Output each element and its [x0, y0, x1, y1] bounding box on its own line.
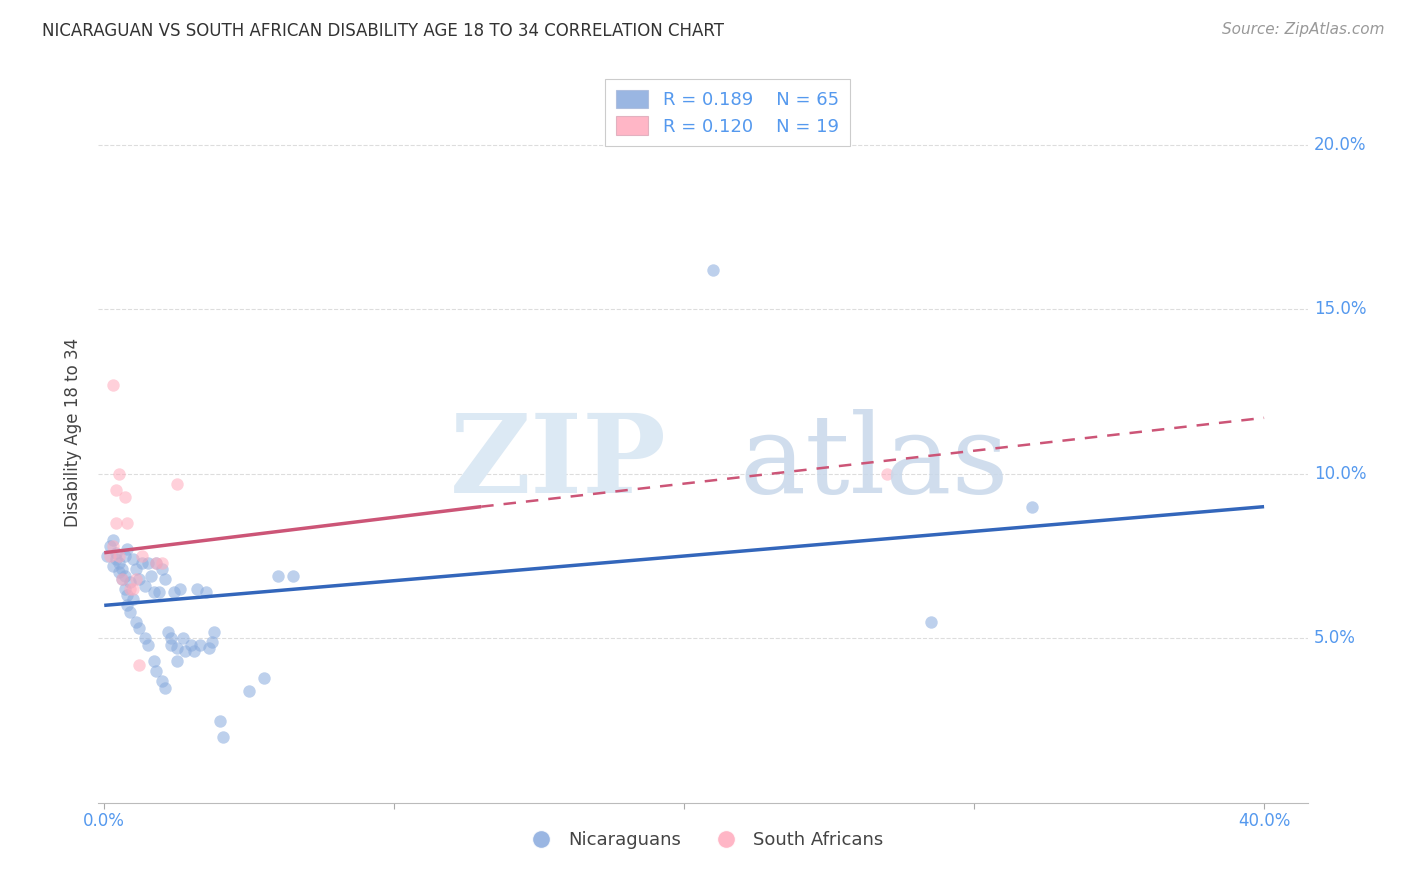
Text: 0.0%: 0.0% [83, 813, 125, 830]
Point [212, 730, 235, 744]
Point [104, 483, 127, 498]
Point [156, 624, 179, 639]
Point [142, 654, 165, 668]
Point [200, 634, 222, 648]
Point [160, 638, 183, 652]
Point [166, 476, 188, 491]
Point [125, 572, 148, 586]
Text: 10.0%: 10.0% [1313, 465, 1367, 483]
Point [876, 467, 898, 481]
Point [148, 585, 170, 599]
Point [1021, 500, 1043, 514]
Point [98, 539, 121, 553]
Point [134, 632, 156, 646]
Point [125, 615, 148, 629]
Point [253, 671, 276, 685]
Point [122, 591, 145, 606]
Point [163, 585, 186, 599]
Point [197, 641, 219, 656]
Point [136, 638, 159, 652]
Point [209, 714, 232, 728]
Text: NICARAGUAN VS SOUTH AFRICAN DISABILITY AGE 18 TO 34 CORRELATION CHART: NICARAGUAN VS SOUTH AFRICAN DISABILITY A… [42, 22, 724, 40]
Point [145, 664, 167, 678]
Point [101, 378, 124, 392]
Point [186, 582, 208, 596]
Point [122, 552, 145, 566]
Point [117, 516, 139, 530]
Point [139, 568, 162, 582]
Text: 20.0%: 20.0% [1313, 136, 1367, 153]
Text: 15.0%: 15.0% [1313, 301, 1367, 318]
Point [702, 262, 724, 277]
Point [122, 582, 145, 596]
Point [101, 539, 124, 553]
Point [183, 644, 205, 658]
Point [107, 556, 129, 570]
Point [107, 549, 129, 563]
Text: Source: ZipAtlas.com: Source: ZipAtlas.com [1222, 22, 1385, 37]
Point [107, 566, 129, 580]
Point [104, 546, 127, 560]
Point [150, 556, 173, 570]
Point [150, 562, 173, 576]
Point [160, 632, 183, 646]
Point [169, 582, 191, 596]
Point [110, 562, 132, 576]
Point [136, 556, 159, 570]
Point [145, 556, 167, 570]
Point [128, 657, 150, 672]
Point [174, 644, 197, 658]
Point [101, 533, 124, 547]
Point [125, 562, 148, 576]
Point [145, 556, 167, 570]
Point [202, 624, 225, 639]
Point [194, 585, 217, 599]
Point [131, 549, 153, 563]
Point [104, 516, 127, 530]
Point [104, 552, 127, 566]
Point [107, 467, 129, 481]
Point [166, 654, 188, 668]
Point [267, 568, 290, 582]
Point [117, 589, 139, 603]
Point [117, 599, 139, 613]
Point [110, 572, 132, 586]
Point [281, 568, 304, 582]
Point [128, 621, 150, 635]
Point [128, 572, 150, 586]
Point [96, 549, 118, 563]
Point [120, 582, 142, 596]
Point [172, 632, 194, 646]
Text: ZIP: ZIP [450, 409, 666, 516]
Point [110, 572, 132, 586]
Point [120, 605, 142, 619]
Point [114, 490, 136, 504]
Point [153, 681, 176, 695]
Point [114, 568, 136, 582]
Point [101, 558, 124, 573]
Text: 40.0%: 40.0% [1237, 813, 1291, 830]
Point [114, 582, 136, 596]
Point [142, 585, 165, 599]
Point [134, 579, 156, 593]
Point [920, 615, 942, 629]
Point [98, 549, 121, 563]
Point [166, 641, 188, 656]
Point [150, 674, 173, 689]
Point [153, 572, 176, 586]
Point [117, 542, 139, 557]
Point [131, 556, 153, 570]
Text: atlas: atlas [740, 409, 1010, 516]
Text: 5.0%: 5.0% [1313, 629, 1355, 648]
Point [180, 638, 202, 652]
Y-axis label: Disability Age 18 to 34: Disability Age 18 to 34 [65, 338, 83, 527]
Point [120, 575, 142, 590]
Point [188, 638, 211, 652]
Point [114, 549, 136, 563]
Point [238, 684, 260, 698]
Legend: Nicaraguans, South Africans: Nicaraguans, South Africans [516, 824, 890, 856]
